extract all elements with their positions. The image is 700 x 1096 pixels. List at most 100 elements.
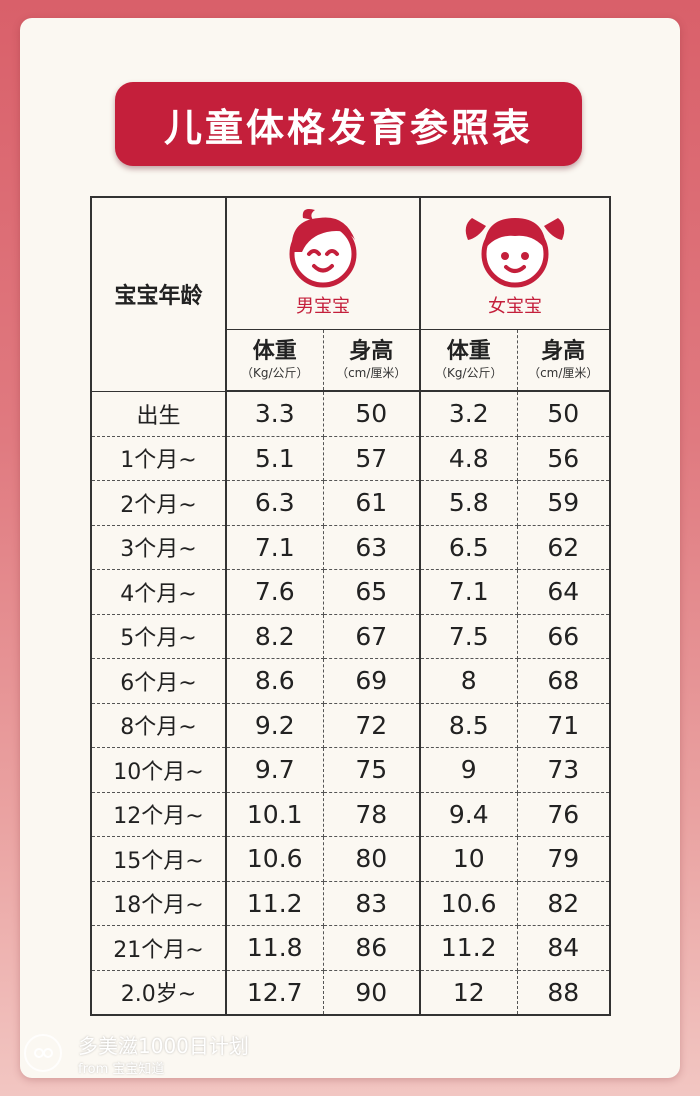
girl-height-cell: 66 [516, 613, 611, 659]
girl-weight-cell: 7.1 [419, 569, 518, 615]
table-row: 12个月~ 10.1 78 9.4 76 [90, 791, 611, 837]
girl-height-cell: 64 [516, 569, 611, 615]
col-header-girl-height: 身高 （cm/厘米） [516, 328, 611, 392]
brand-text: 多美滋1000日计划 [78, 1034, 249, 1058]
girl-face-icon [465, 218, 565, 288]
age-cell: 4个月~ [90, 569, 227, 615]
boy-height-cell: 72 [322, 702, 421, 748]
table-row: 21个月~ 11.8 86 11.2 84 [90, 925, 611, 971]
girl-weight-cell: 5.8 [419, 480, 518, 526]
boy-label: 男宝宝 [296, 296, 350, 317]
age-cell: 15个月~ [90, 836, 227, 882]
col-unit: （Kg/公斤） [434, 365, 503, 380]
table-row: 18个月~ 11.2 83 10.6 82 [90, 880, 611, 926]
boy-height-cell: 61 [322, 480, 421, 526]
boy-height-cell: 83 [322, 880, 421, 926]
col-unit: （cm/厘米） [336, 365, 407, 380]
boy-face-icon [289, 209, 357, 288]
boy-height-cell: 75 [322, 747, 421, 793]
girl-label: 女宝宝 [488, 296, 542, 317]
boy-weight-cell: 12.7 [225, 969, 324, 1016]
age-cell: 2.0岁~ [90, 969, 227, 1016]
girl-weight-cell: 6.5 [419, 524, 518, 570]
girl-weight-cell: 11.2 [419, 925, 518, 971]
table-row: 15个月~ 10.6 80 10 79 [90, 836, 611, 882]
age-cell: 1个月~ [90, 435, 227, 481]
age-cell: 3个月~ [90, 524, 227, 570]
table-row: 1个月~ 5.1 57 4.8 56 [90, 435, 611, 481]
age-cell: 6个月~ [90, 658, 227, 704]
col-label: 身高 [541, 338, 586, 364]
table-row: 2个月~ 6.3 61 5.8 59 [90, 480, 611, 526]
table-row: 4个月~ 7.6 65 7.1 64 [90, 569, 611, 615]
table-row: 5个月~ 8.2 67 7.5 66 [90, 613, 611, 659]
girl-height-cell: 68 [516, 658, 611, 704]
col-label: 体重 [252, 338, 297, 364]
table-body: 出生 3.3 50 3.2 50 1个月~ 5.1 57 4.8 56 2个月~ 6.3 61 5.8 59… [90, 390, 611, 1016]
age-cell: 21个月~ [90, 925, 227, 971]
girl-weight-cell: 9.4 [419, 791, 518, 837]
girl-height-cell: 59 [516, 480, 611, 526]
boy-height-cell: 90 [322, 969, 421, 1016]
boy-weight-cell: 7.6 [225, 569, 324, 615]
col-unit: （cm/厘米） [528, 365, 599, 380]
col-header-girl-weight: 体重 （Kg/公斤） [419, 328, 518, 392]
girl-weight-cell: 7.5 [419, 613, 518, 659]
girl-height-cell: 88 [516, 969, 611, 1016]
girl-header: 女宝宝 [419, 196, 611, 330]
table-row: 2.0岁~ 12.7 90 12 88 [90, 969, 611, 1016]
boy-weight-cell: 7.1 [225, 524, 324, 570]
boy-weight-cell: 8.6 [225, 658, 324, 704]
boy-height-cell: 86 [322, 925, 421, 971]
girl-weight-cell: 8 [419, 658, 518, 704]
age-cell: 18个月~ [90, 880, 227, 926]
boy-height-cell: 67 [322, 613, 421, 659]
girl-height-cell: 79 [516, 836, 611, 882]
boy-height-cell: 69 [322, 658, 421, 704]
col-header-boy-weight: 体重 （Kg/公斤） [225, 328, 324, 392]
girl-height-cell: 71 [516, 702, 611, 748]
age-cell: 10个月~ [90, 747, 227, 793]
boy-weight-cell: 11.2 [225, 880, 324, 926]
boy-height-cell: 50 [322, 390, 421, 437]
girl-height-cell: 56 [516, 435, 611, 481]
boy-weight-cell: 9.7 [225, 747, 324, 793]
col-header-boy-height: 身高 （cm/厘米） [322, 328, 421, 392]
table-row: 出生 3.3 50 3.2 50 [90, 390, 611, 437]
girl-weight-cell: 4.8 [419, 435, 518, 481]
girl-weight-cell: 10 [419, 836, 518, 882]
boy-height-cell: 57 [322, 435, 421, 481]
col-label: 体重 [446, 338, 491, 364]
age-cell: 12个月~ [90, 791, 227, 837]
girl-weight-cell: 12 [419, 969, 518, 1016]
boy-height-cell: 78 [322, 791, 421, 837]
table-row: 6个月~ 8.6 69 8 68 [90, 658, 611, 704]
age-header: 宝宝年龄 [90, 196, 227, 392]
age-cell: 5个月~ [90, 613, 227, 659]
boy-header: 男宝宝 [225, 196, 421, 330]
girl-height-cell: 62 [516, 524, 611, 570]
growth-table: 宝宝年龄 男宝宝 女宝宝 [90, 196, 611, 1016]
age-cell: 出生 [90, 390, 227, 437]
boy-height-cell: 80 [322, 836, 421, 882]
boy-weight-cell: 10.1 [225, 791, 324, 837]
table-row: 8个月~ 9.2 72 8.5 71 [90, 702, 611, 748]
boy-weight-cell: 11.8 [225, 925, 324, 971]
col-label: 身高 [349, 338, 394, 364]
girl-height-cell: 50 [516, 390, 611, 437]
table-row: 3个月~ 7.1 63 6.5 62 [90, 524, 611, 570]
brand-logo-icon [24, 1034, 62, 1072]
girl-weight-cell: 3.2 [419, 390, 518, 437]
girl-height-cell: 76 [516, 791, 611, 837]
boy-weight-cell: 3.3 [225, 390, 324, 437]
girl-weight-cell: 9 [419, 747, 518, 793]
col-unit: （Kg/公斤） [240, 365, 309, 380]
age-cell: 2个月~ [90, 480, 227, 526]
source-text: from 宝宝知道 [78, 1062, 165, 1077]
boy-weight-cell: 9.2 [225, 702, 324, 748]
girl-height-cell: 73 [516, 747, 611, 793]
girl-height-cell: 84 [516, 925, 611, 971]
boy-height-cell: 65 [322, 569, 421, 615]
boy-height-cell: 63 [322, 524, 421, 570]
boy-weight-cell: 6.3 [225, 480, 324, 526]
